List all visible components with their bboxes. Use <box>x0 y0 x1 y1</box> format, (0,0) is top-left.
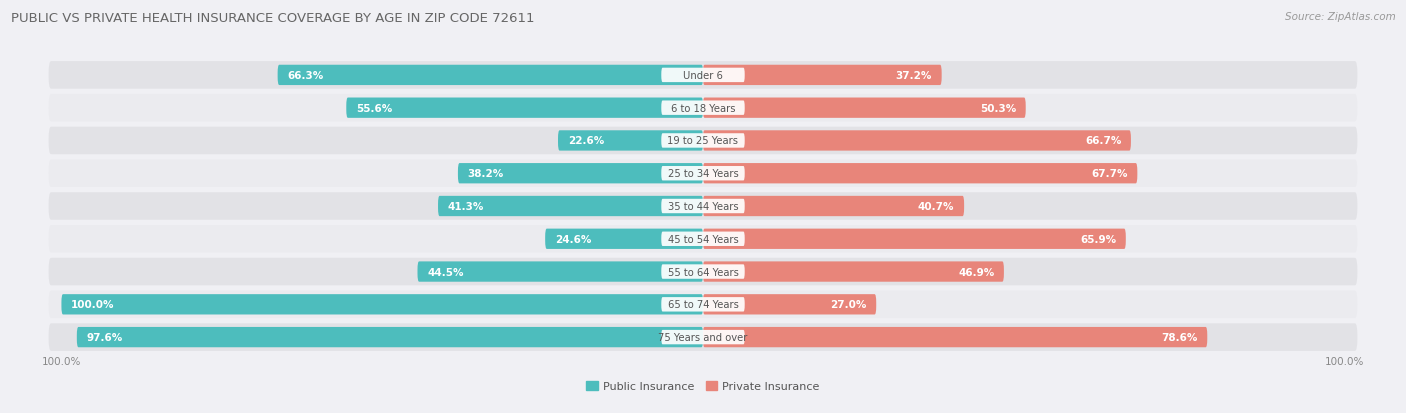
Legend: Public Insurance, Private Insurance: Public Insurance, Private Insurance <box>582 376 824 396</box>
Text: 19 to 25 Years: 19 to 25 Years <box>668 136 738 146</box>
FancyBboxPatch shape <box>49 160 1357 188</box>
FancyBboxPatch shape <box>558 131 703 151</box>
Text: 44.5%: 44.5% <box>427 267 464 277</box>
Text: 41.3%: 41.3% <box>447 202 484 211</box>
Text: 65.9%: 65.9% <box>1080 234 1116 244</box>
FancyBboxPatch shape <box>661 199 745 214</box>
Text: 46.9%: 46.9% <box>957 267 994 277</box>
FancyBboxPatch shape <box>49 323 1357 351</box>
FancyBboxPatch shape <box>703 98 1026 119</box>
Text: 75 Years and over: 75 Years and over <box>658 332 748 342</box>
FancyBboxPatch shape <box>77 327 703 347</box>
Text: 6 to 18 Years: 6 to 18 Years <box>671 103 735 114</box>
Text: 66.7%: 66.7% <box>1085 136 1122 146</box>
FancyBboxPatch shape <box>661 101 745 116</box>
FancyBboxPatch shape <box>703 327 1208 347</box>
FancyBboxPatch shape <box>49 95 1357 122</box>
Text: 38.2%: 38.2% <box>468 169 503 179</box>
FancyBboxPatch shape <box>439 196 703 217</box>
Text: 45 to 54 Years: 45 to 54 Years <box>668 234 738 244</box>
Text: 24.6%: 24.6% <box>555 234 591 244</box>
FancyBboxPatch shape <box>703 294 876 315</box>
Text: 35 to 44 Years: 35 to 44 Years <box>668 202 738 211</box>
FancyBboxPatch shape <box>703 229 1126 249</box>
Text: 37.2%: 37.2% <box>896 71 932 81</box>
FancyBboxPatch shape <box>703 131 1130 151</box>
Text: PUBLIC VS PRIVATE HEALTH INSURANCE COVERAGE BY AGE IN ZIP CODE 72611: PUBLIC VS PRIVATE HEALTH INSURANCE COVER… <box>11 12 534 25</box>
Text: 100.0%: 100.0% <box>72 299 114 310</box>
FancyBboxPatch shape <box>661 69 745 83</box>
FancyBboxPatch shape <box>661 134 745 148</box>
Text: 55 to 64 Years: 55 to 64 Years <box>668 267 738 277</box>
Text: 22.6%: 22.6% <box>568 136 605 146</box>
FancyBboxPatch shape <box>49 62 1357 90</box>
FancyBboxPatch shape <box>703 164 1137 184</box>
FancyBboxPatch shape <box>62 294 703 315</box>
Text: 66.3%: 66.3% <box>287 71 323 81</box>
Text: Source: ZipAtlas.com: Source: ZipAtlas.com <box>1285 12 1396 22</box>
FancyBboxPatch shape <box>49 193 1357 220</box>
Text: 100.0%: 100.0% <box>42 356 82 366</box>
Text: Under 6: Under 6 <box>683 71 723 81</box>
FancyBboxPatch shape <box>49 127 1357 155</box>
Text: 67.7%: 67.7% <box>1091 169 1128 179</box>
FancyBboxPatch shape <box>546 229 703 249</box>
Text: 65 to 74 Years: 65 to 74 Years <box>668 299 738 310</box>
Text: 97.6%: 97.6% <box>86 332 122 342</box>
FancyBboxPatch shape <box>703 196 965 217</box>
FancyBboxPatch shape <box>49 258 1357 286</box>
Text: 78.6%: 78.6% <box>1161 332 1198 342</box>
FancyBboxPatch shape <box>458 164 703 184</box>
FancyBboxPatch shape <box>661 232 745 247</box>
FancyBboxPatch shape <box>661 166 745 181</box>
Text: 27.0%: 27.0% <box>830 299 866 310</box>
FancyBboxPatch shape <box>703 262 1004 282</box>
FancyBboxPatch shape <box>346 98 703 119</box>
Text: 100.0%: 100.0% <box>1324 356 1364 366</box>
FancyBboxPatch shape <box>277 66 703 86</box>
Text: 40.7%: 40.7% <box>918 202 955 211</box>
FancyBboxPatch shape <box>418 262 703 282</box>
Text: 55.6%: 55.6% <box>356 103 392 114</box>
FancyBboxPatch shape <box>661 330 745 344</box>
Text: 25 to 34 Years: 25 to 34 Years <box>668 169 738 179</box>
FancyBboxPatch shape <box>703 66 942 86</box>
FancyBboxPatch shape <box>661 265 745 279</box>
Text: 50.3%: 50.3% <box>980 103 1017 114</box>
FancyBboxPatch shape <box>49 291 1357 318</box>
FancyBboxPatch shape <box>661 297 745 312</box>
FancyBboxPatch shape <box>49 225 1357 253</box>
